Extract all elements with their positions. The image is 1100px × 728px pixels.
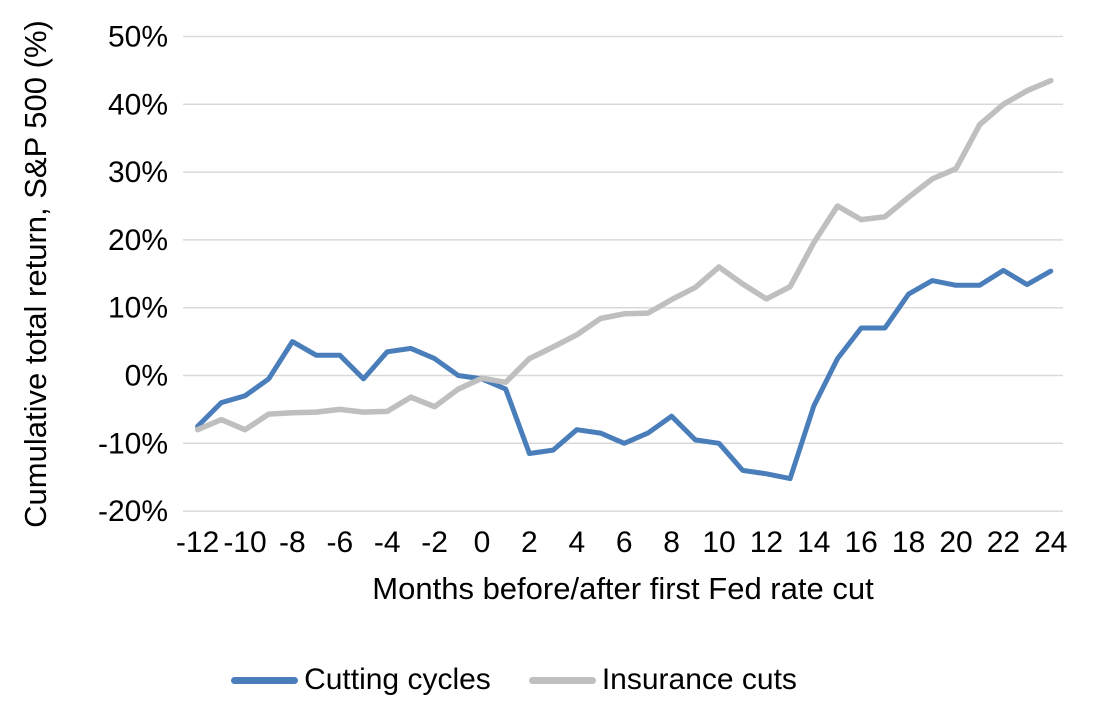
y-tick-label: 0%	[125, 360, 168, 393]
x-tick-label: -12	[176, 526, 219, 559]
series-line-insurance-cuts	[194, 77, 1054, 433]
legend-swatch	[231, 676, 299, 684]
x-tick-label: 14	[797, 526, 830, 559]
y-tick-label: -10%	[98, 427, 168, 460]
legend-swatch	[528, 676, 596, 684]
legend: Cutting cycles Insurance cuts	[0, 663, 1100, 697]
series-line-cutting-cycles	[195, 267, 1054, 482]
legend-item: Cutting cycles	[231, 663, 491, 697]
x-tick-label: 18	[892, 526, 925, 559]
x-tick-label: -10	[223, 526, 266, 559]
x-tick-label: -4	[374, 526, 401, 559]
x-axis-title: Months before/after first Fed rate cut	[372, 571, 874, 606]
x-tick-label: 20	[939, 526, 972, 559]
x-tick-label: -2	[421, 526, 448, 559]
y-axis-title: Cumulative total return, S&P 500 (%)	[18, 20, 53, 528]
x-tick-label: 6	[616, 526, 633, 559]
x-tick-label: 16	[845, 526, 878, 559]
y-axis-labels: 50% 40% 30% 20% 10% 0% -10% -20%	[98, 21, 168, 529]
y-tick-label: 30%	[108, 156, 168, 189]
x-tick-label: 0	[474, 526, 491, 559]
y-tick-label: 50%	[108, 21, 168, 54]
x-tick-label: 22	[987, 526, 1020, 559]
series-lines	[194, 77, 1054, 482]
x-tick-label: 8	[663, 526, 680, 559]
x-tick-label: 2	[521, 526, 538, 559]
y-tick-label: 40%	[108, 88, 168, 121]
gridlines	[183, 35, 1063, 512]
y-tick-label: -20%	[98, 495, 168, 528]
x-axis-labels: -12 -10 -8 -6 -4 -2 0 2 4 6 8 10 12 14 16 18 20 22 24	[176, 526, 1068, 559]
x-tick-label: -8	[279, 526, 306, 559]
x-tick-label: 24	[1034, 526, 1067, 559]
y-tick-label: 20%	[108, 224, 168, 257]
legend-label: Cutting cycles	[304, 663, 491, 696]
legend-item: Insurance cuts	[528, 663, 797, 697]
legend-label: Insurance cuts	[601, 663, 797, 696]
x-tick-label: 12	[750, 526, 783, 559]
x-tick-label: 4	[568, 526, 585, 559]
x-tick-label: 10	[702, 526, 735, 559]
x-tick-label: -6	[326, 526, 353, 559]
y-tick-label: 10%	[108, 292, 168, 325]
